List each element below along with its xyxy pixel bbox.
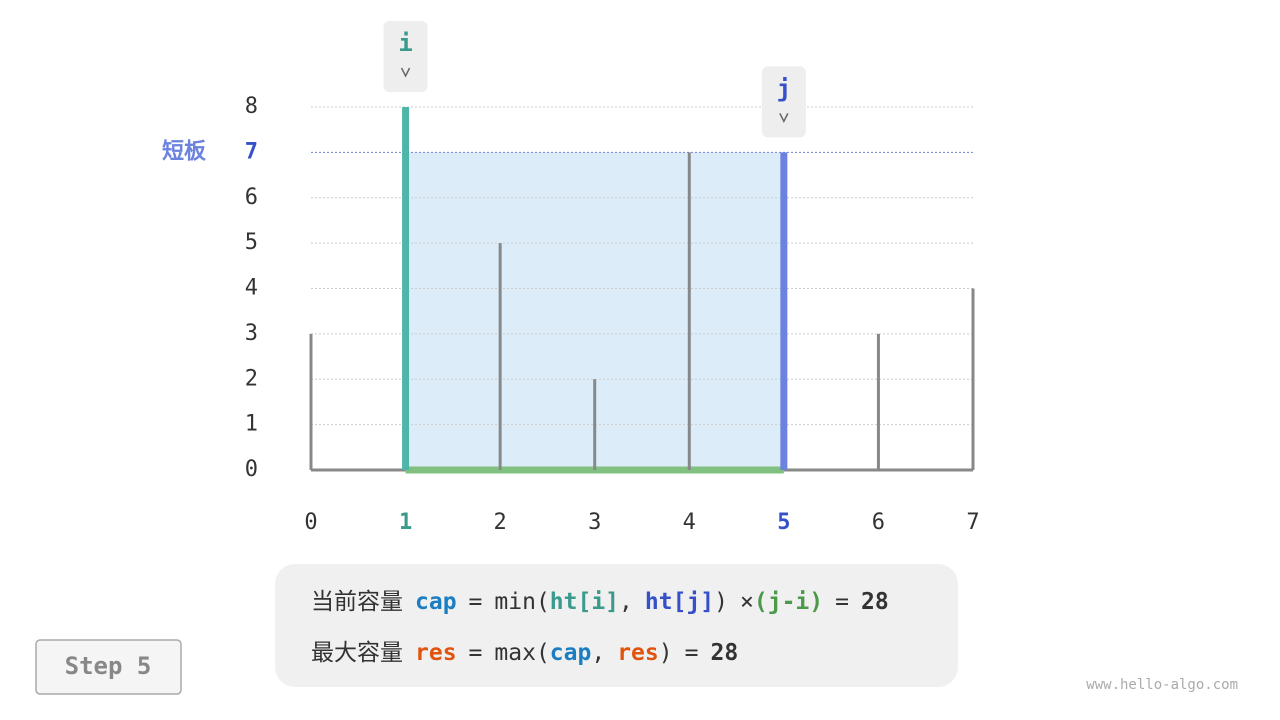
formula-part: × (740, 589, 754, 615)
plot: 0 1 2 3 4 5 6 7 8 短板 0 1 2 3 4 5 6 7 i j (162, 21, 980, 535)
formula-box (275, 564, 958, 687)
formula-part: 最大容量 (311, 640, 403, 666)
y-tick-label: 5 (245, 230, 258, 255)
formula-part: = (469, 640, 483, 666)
y-tick-label: 1 (245, 412, 258, 437)
y-tick-label: 8 (245, 94, 258, 119)
x-tick-label: 4 (683, 510, 696, 535)
y-tick-label: 3 (245, 321, 258, 346)
formula-part: = (469, 589, 483, 615)
formula-part: ht[i] (550, 589, 619, 615)
formula: 当前容量 cap = min(ht[i], ht[j]) ×(j-i) = 28 最大容量 res… (311, 589, 889, 666)
pointer-box (383, 21, 428, 92)
formula-part: cap (415, 589, 457, 615)
x-tick-label: 0 (304, 510, 317, 535)
y-tick-label: 4 (245, 276, 258, 301)
formula-part: 28 (861, 589, 889, 615)
pointer-box (761, 66, 806, 138)
x-tick-label: 7 (966, 510, 979, 535)
formula-part: ) (714, 589, 728, 615)
formula-part: max( (494, 640, 549, 666)
x-tick-label: 3 (588, 510, 601, 535)
formula-part: , (619, 589, 633, 615)
formula-part: ) (659, 640, 673, 666)
y-tick-label: 2 (245, 366, 258, 391)
step-box (35, 639, 182, 695)
formula-part: 28 (710, 640, 738, 666)
formula-part: , (591, 640, 605, 666)
formula-part: = (835, 589, 849, 615)
watermark: www.hello-algo.com (1086, 677, 1238, 693)
y-tick-label: 7 (245, 139, 258, 164)
x-tick-label: 6 (872, 510, 885, 535)
formula-part: res (415, 640, 457, 666)
y-tick-label: 0 (245, 457, 258, 482)
short-board-label: 短板 (162, 139, 207, 164)
formula-part: (j-i) (754, 589, 823, 615)
formula-part: res (617, 640, 659, 666)
pointer-arrow (400, 67, 411, 78)
y-tick-label: 6 (245, 185, 258, 210)
x-tick-label: 1 (399, 510, 412, 535)
pointer-label: i (398, 29, 412, 57)
pointer-arrow (779, 113, 789, 124)
formula-line: 最大容量 res = max(cap, res) = 28 (311, 640, 738, 666)
pointer-label: j (777, 74, 791, 102)
formula-line: 当前容量 cap = min(ht[i], ht[j]) ×(j-i) = 28 (311, 589, 889, 615)
formula-part: = (685, 640, 699, 666)
x-tick-label: 2 (494, 510, 507, 535)
formula-part: min( (494, 589, 549, 615)
step-label: Step 5 (65, 652, 152, 680)
x-tick-label: 5 (777, 510, 790, 535)
formula-part: cap (550, 640, 592, 666)
formula-part: 当前容量 (311, 589, 403, 615)
formula-part: ht[j] (645, 589, 714, 615)
